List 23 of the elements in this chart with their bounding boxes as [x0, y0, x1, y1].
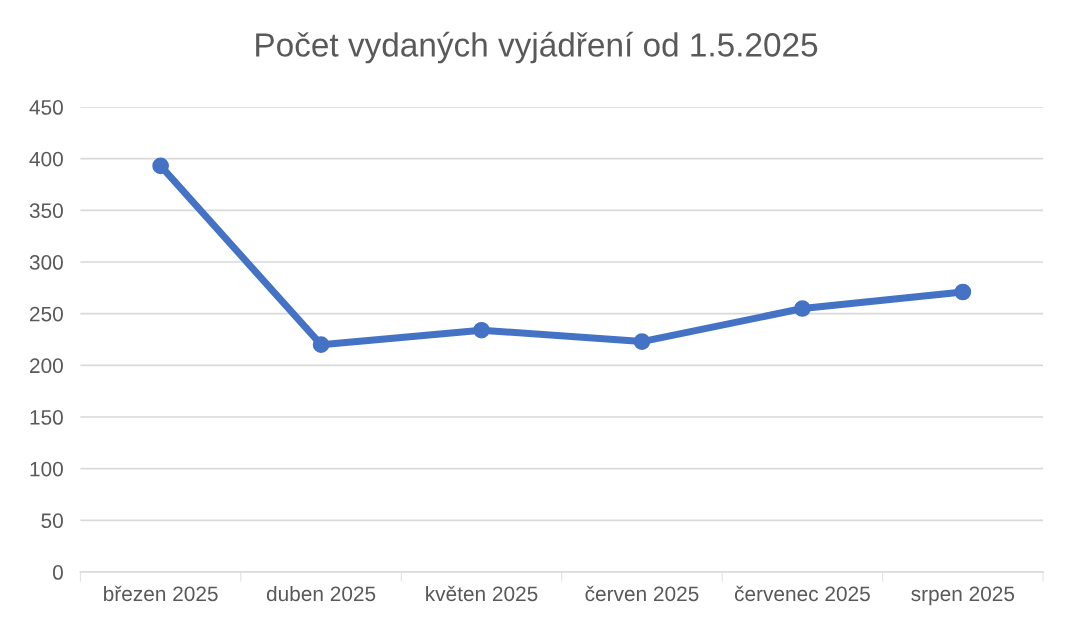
y-tick-label: 350	[29, 203, 63, 219]
chart-title: Počet vydaných vyjádření od 1.5.2025	[256, 31, 818, 64]
x-tick-label: červen 2025	[585, 585, 699, 602]
point	[954, 283, 972, 301]
point	[633, 333, 651, 350]
point	[312, 336, 330, 354]
x-tick-label: duben 2025	[266, 585, 376, 602]
y-tick-label: 200	[30, 358, 63, 374]
x-tick-label: květen 2025	[426, 585, 538, 602]
y-tick-label: 150	[30, 410, 63, 425]
y-tick-label: 450	[29, 100, 63, 115]
y-tick-label: 300	[29, 255, 63, 270]
y-tick-label: 0	[52, 565, 63, 580]
x-tick-label: březen 2025	[104, 585, 218, 602]
point	[794, 300, 811, 317]
x-tick-label: srpen 2025	[911, 586, 1015, 606]
y-tick-label: 250	[30, 306, 63, 322]
y-tick-label: 50	[41, 513, 63, 529]
y-tick-label: 100	[30, 461, 63, 477]
y-tick-label: 400	[29, 151, 63, 167]
x-tick-label: červenec 2025	[734, 585, 870, 602]
point	[473, 321, 490, 339]
point	[152, 157, 169, 175]
